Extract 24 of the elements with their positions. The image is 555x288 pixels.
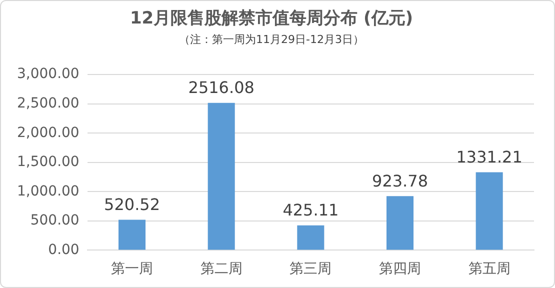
x-tick-label: 第一周 — [111, 261, 154, 278]
bar — [118, 220, 146, 250]
bar — [386, 196, 414, 250]
data-label: 923.78 — [372, 171, 428, 190]
data-label: 425.11 — [282, 200, 339, 220]
x-tick-label: 第三周 — [290, 261, 332, 278]
x-tick-label: 第二周 — [200, 261, 242, 278]
x-tick-label: 第四周 — [379, 261, 422, 278]
y-tick-label: 1,500.00 — [17, 154, 80, 170]
bar — [208, 102, 235, 250]
chart-title: 12月限售股解禁市值每周分布 (亿元) — [130, 8, 414, 29]
y-tick-label: 3,000.00 — [17, 66, 80, 82]
y-tick-label: 0.00 — [48, 242, 80, 258]
data-label: 2516.08 — [188, 78, 254, 98]
bar — [476, 172, 503, 250]
chart-subtitle: （注：第一周为11月29日-12月3日） — [179, 32, 364, 46]
data-label: 520.52 — [104, 194, 160, 214]
data-label: 1331.21 — [456, 147, 522, 166]
x-tick-label: 第五周 — [468, 261, 510, 278]
y-tick-label: 2,500.00 — [17, 96, 80, 112]
y-tick-label: 1,000.00 — [17, 183, 80, 200]
y-tick-label: 500.00 — [30, 212, 80, 229]
bar — [297, 225, 324, 250]
y-tick-label: 2,000.00 — [17, 124, 80, 141]
